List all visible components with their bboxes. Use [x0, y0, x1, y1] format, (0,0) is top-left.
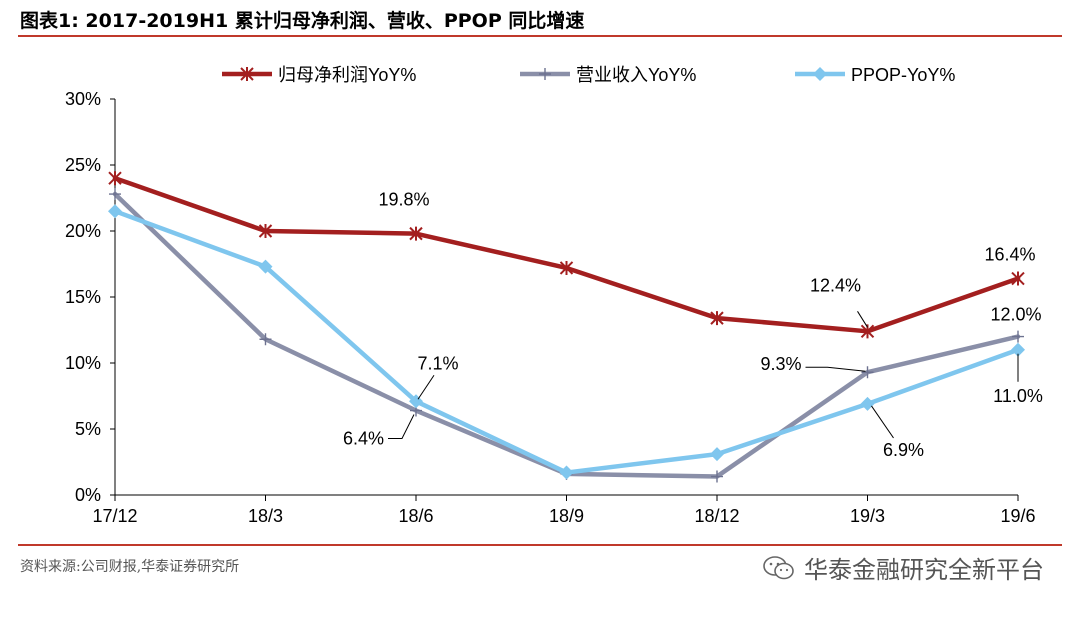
legend-item-1: 营业收入YoY%	[520, 65, 696, 85]
x-tick-label: 19/6	[1000, 506, 1035, 526]
x-tick-label: 18/6	[398, 506, 433, 526]
y-tick-label: 15%	[65, 287, 101, 307]
line-chart: 0% 5% 10% 15% 20% 25% 30% 17/12 18/3 18/6 18/9 18/1…	[65, 65, 1043, 526]
label-leader-line	[871, 405, 894, 439]
plus-marker	[711, 470, 723, 483]
label-leader-line	[388, 414, 415, 440]
label-leader-line	[805, 366, 866, 372]
legend-label: 归母净利润YoY%	[278, 65, 416, 85]
diamond-marker	[710, 447, 724, 462]
y-tick-label: 25%	[65, 155, 101, 175]
y-tick-label: 0%	[75, 485, 101, 505]
source-note: 资料来源:公司财报,华泰证券研究所	[20, 559, 240, 575]
series-1	[109, 188, 1024, 483]
series-0	[108, 171, 1025, 339]
asterisk-marker	[559, 260, 574, 275]
series-line	[112, 191, 1021, 479]
asterisk-marker	[409, 226, 423, 241]
brand-text: 华泰金融研究全新平台	[804, 556, 1044, 584]
asterisk-marker	[258, 224, 273, 238]
series-line	[112, 208, 1021, 475]
footer-divider	[18, 544, 1062, 546]
wechat-icon	[763, 555, 794, 579]
diamond-marker	[258, 259, 273, 274]
data-label: 7.1%	[417, 353, 458, 373]
data-label: 12.0%	[990, 305, 1041, 325]
chart-data-labels: 19.8% 12.4% 16.4% 6.4% 9.3% 12.0% 7.1% 6.9% 11.0…	[343, 190, 1043, 460]
x-tick-label: 17/12	[92, 506, 137, 526]
asterisk-marker	[108, 171, 122, 186]
diamond-marker	[559, 465, 574, 480]
diamond-marker	[1011, 342, 1025, 357]
asterisk-marker	[710, 311, 724, 326]
label-leader-line	[417, 375, 435, 400]
data-label: 19.8%	[378, 190, 429, 210]
diamond-marker	[813, 67, 827, 81]
label-leader-line	[857, 311, 868, 328]
chart-axes: 0% 5% 10% 15% 20% 25% 30% 17/12 18/3 18/6 18/9 18/1…	[65, 89, 1036, 526]
data-label: 12.4%	[810, 275, 861, 295]
plus-marker	[861, 366, 874, 379]
plus-marker	[109, 188, 121, 201]
series-line	[112, 175, 1021, 334]
legend-label: PPOP-YoY%	[851, 65, 955, 85]
data-label: 16.4%	[984, 245, 1035, 265]
data-label: 9.3%	[760, 354, 801, 374]
chart-legend: 归母净利润YoY% 营业收入YoY% PPOP-YoY%	[222, 65, 955, 85]
y-tick-label: 10%	[65, 353, 101, 373]
legend-label: 营业收入YoY%	[576, 65, 696, 85]
legend-item-2: PPOP-YoY%	[795, 65, 955, 85]
asterisk-marker	[1011, 271, 1025, 286]
brand-watermark: 华泰金融研究全新平台	[762, 550, 1044, 585]
diamond-marker	[860, 396, 875, 411]
legend-item-0: 归母净利润YoY%	[222, 65, 416, 85]
data-label: 6.4%	[343, 429, 384, 449]
series-2	[108, 204, 1025, 480]
x-tick-label: 18/9	[549, 506, 584, 526]
plus-marker	[259, 333, 272, 346]
data-label: 11.0%	[993, 386, 1043, 406]
y-tick-label: 20%	[65, 221, 101, 241]
chart-series	[108, 171, 1025, 483]
x-tick-label: 18/3	[248, 506, 283, 526]
data-label: 6.9%	[883, 440, 924, 460]
y-tick-label: 30%	[65, 89, 101, 109]
asterisk-marker	[240, 67, 254, 81]
x-tick-label: 18/12	[694, 506, 739, 526]
plus-marker	[539, 68, 551, 80]
chart-title: 图表1: 2017-2019H1 累计归母净利润、营收、PPOP 同比增速	[20, 10, 585, 32]
y-tick-label: 5%	[75, 419, 101, 439]
x-tick-label: 19/3	[850, 506, 885, 526]
title-divider	[18, 35, 1062, 37]
diamond-marker	[108, 204, 122, 219]
plus-marker	[1012, 330, 1024, 343]
